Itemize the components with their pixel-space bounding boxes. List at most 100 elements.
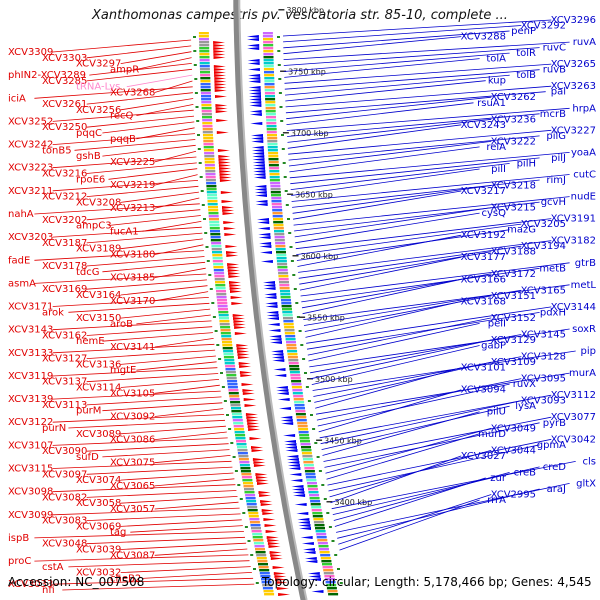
gene-label-right: XCV3218 (491, 181, 536, 192)
feature-band (202, 116, 212, 119)
feature-band (265, 110, 276, 113)
feature-band (259, 572, 270, 575)
feature-band (209, 218, 219, 221)
gene-label-right: creB (514, 467, 537, 478)
track-marker (281, 148, 285, 150)
track-marker (312, 428, 316, 430)
feature-band (295, 410, 306, 413)
feature-band (199, 65, 210, 68)
gene-leader-left (102, 121, 195, 134)
forward-gene-arrow (249, 101, 262, 104)
gene-label-right: lysA (515, 401, 536, 412)
feature-band (299, 437, 310, 440)
feature-band (235, 437, 246, 440)
forward-gene-arrow (255, 203, 268, 206)
feature-band (264, 83, 275, 86)
gene-leader-right (289, 152, 570, 179)
gene-label-left: XCV3216 (42, 169, 87, 180)
feature-band (217, 299, 227, 302)
feature-band (208, 215, 219, 218)
feature-band (201, 113, 212, 116)
reverse-gene-arrow (228, 275, 241, 278)
gene-label-left: cstA (42, 562, 64, 573)
gene-leader-right (327, 438, 552, 486)
gene-leader-right (292, 185, 492, 214)
feature-band (208, 212, 219, 215)
reverse-gene-arrow (274, 575, 287, 578)
gene-label-right: ruvC (543, 43, 566, 54)
feature-band (294, 401, 305, 404)
gene-label-right: pal (551, 87, 566, 98)
feature-band (263, 59, 274, 62)
track-marker (318, 470, 322, 472)
gene-label-right: mazG (507, 225, 536, 236)
kbp-tick-label: 3700 kbp (291, 129, 329, 138)
feature-band (212, 251, 222, 254)
gene-leader-left (62, 583, 255, 591)
gene-label-left: XCV3092 (110, 412, 155, 423)
feature-band (287, 350, 298, 353)
track-marker (208, 274, 212, 276)
forward-gene-arrow (283, 434, 296, 437)
forward-gene-arrow (298, 524, 311, 527)
forward-gene-arrow (272, 359, 285, 362)
feature-band (286, 344, 297, 347)
gene-leader-left (120, 519, 242, 527)
gene-label-right: XCV3145 (521, 330, 566, 341)
gene-leader-right (309, 328, 570, 368)
feature-band (205, 179, 216, 182)
feature-band (199, 68, 210, 71)
feature-band (200, 71, 210, 74)
gene-label-left: XCV3075 (110, 458, 155, 469)
gene-label-left: XCV3162 (42, 331, 87, 342)
feature-band (322, 566, 333, 569)
reverse-gene-arrow (245, 413, 258, 416)
reverse-gene-arrow (228, 272, 241, 275)
feature-band (264, 89, 275, 92)
feature-band (271, 200, 282, 203)
gene-label-right: XCV3236 (491, 114, 536, 125)
gene-label-left: XCV3225 (110, 157, 155, 168)
feature-band (203, 146, 214, 149)
gene-label-left: XCV3150 (76, 313, 121, 324)
gene-label-left: XCV3099 (8, 510, 53, 521)
gene-leader-right (332, 466, 540, 515)
gene-leader-left (108, 215, 201, 226)
feature-band (299, 434, 310, 437)
gene-leader-right (283, 47, 540, 66)
forward-gene-arrow (260, 260, 273, 263)
forward-gene-arrow (251, 140, 264, 143)
reverse-gene-arrow (214, 89, 227, 92)
gene-leader-right (298, 245, 522, 279)
track-marker (314, 442, 318, 444)
feature-band (302, 458, 313, 461)
track-marker (334, 554, 338, 556)
gene-leader-left (52, 320, 212, 331)
feature-band (220, 332, 231, 335)
gene-label-left: iciA (8, 93, 26, 104)
feature-band (245, 494, 256, 497)
reverse-gene-arrow (222, 206, 234, 209)
backbone-arc (233, 0, 307, 600)
feature-band (248, 515, 259, 518)
feature-band (293, 395, 304, 398)
gene-leader-right (295, 218, 552, 250)
feature-band (264, 92, 275, 95)
feature-band (254, 545, 265, 548)
gene-leader-left (120, 51, 192, 64)
gene-label-left: XCV3203 (8, 232, 53, 243)
feature-band (291, 383, 302, 386)
feature-band (280, 296, 291, 299)
feature-band (303, 464, 314, 467)
gene-label-right: tolR (516, 48, 536, 59)
gene-leader-left (86, 185, 199, 197)
reverse-gene-arrow (219, 173, 232, 176)
reverse-gene-arrow (255, 476, 268, 479)
forward-gene-arrow (301, 542, 314, 545)
track-marker (209, 288, 213, 290)
reverse-gene-arrow (248, 428, 261, 431)
reverse-gene-arrow (220, 191, 233, 194)
reverse-gene-arrow (231, 302, 244, 305)
gene-leader-right (283, 25, 522, 43)
